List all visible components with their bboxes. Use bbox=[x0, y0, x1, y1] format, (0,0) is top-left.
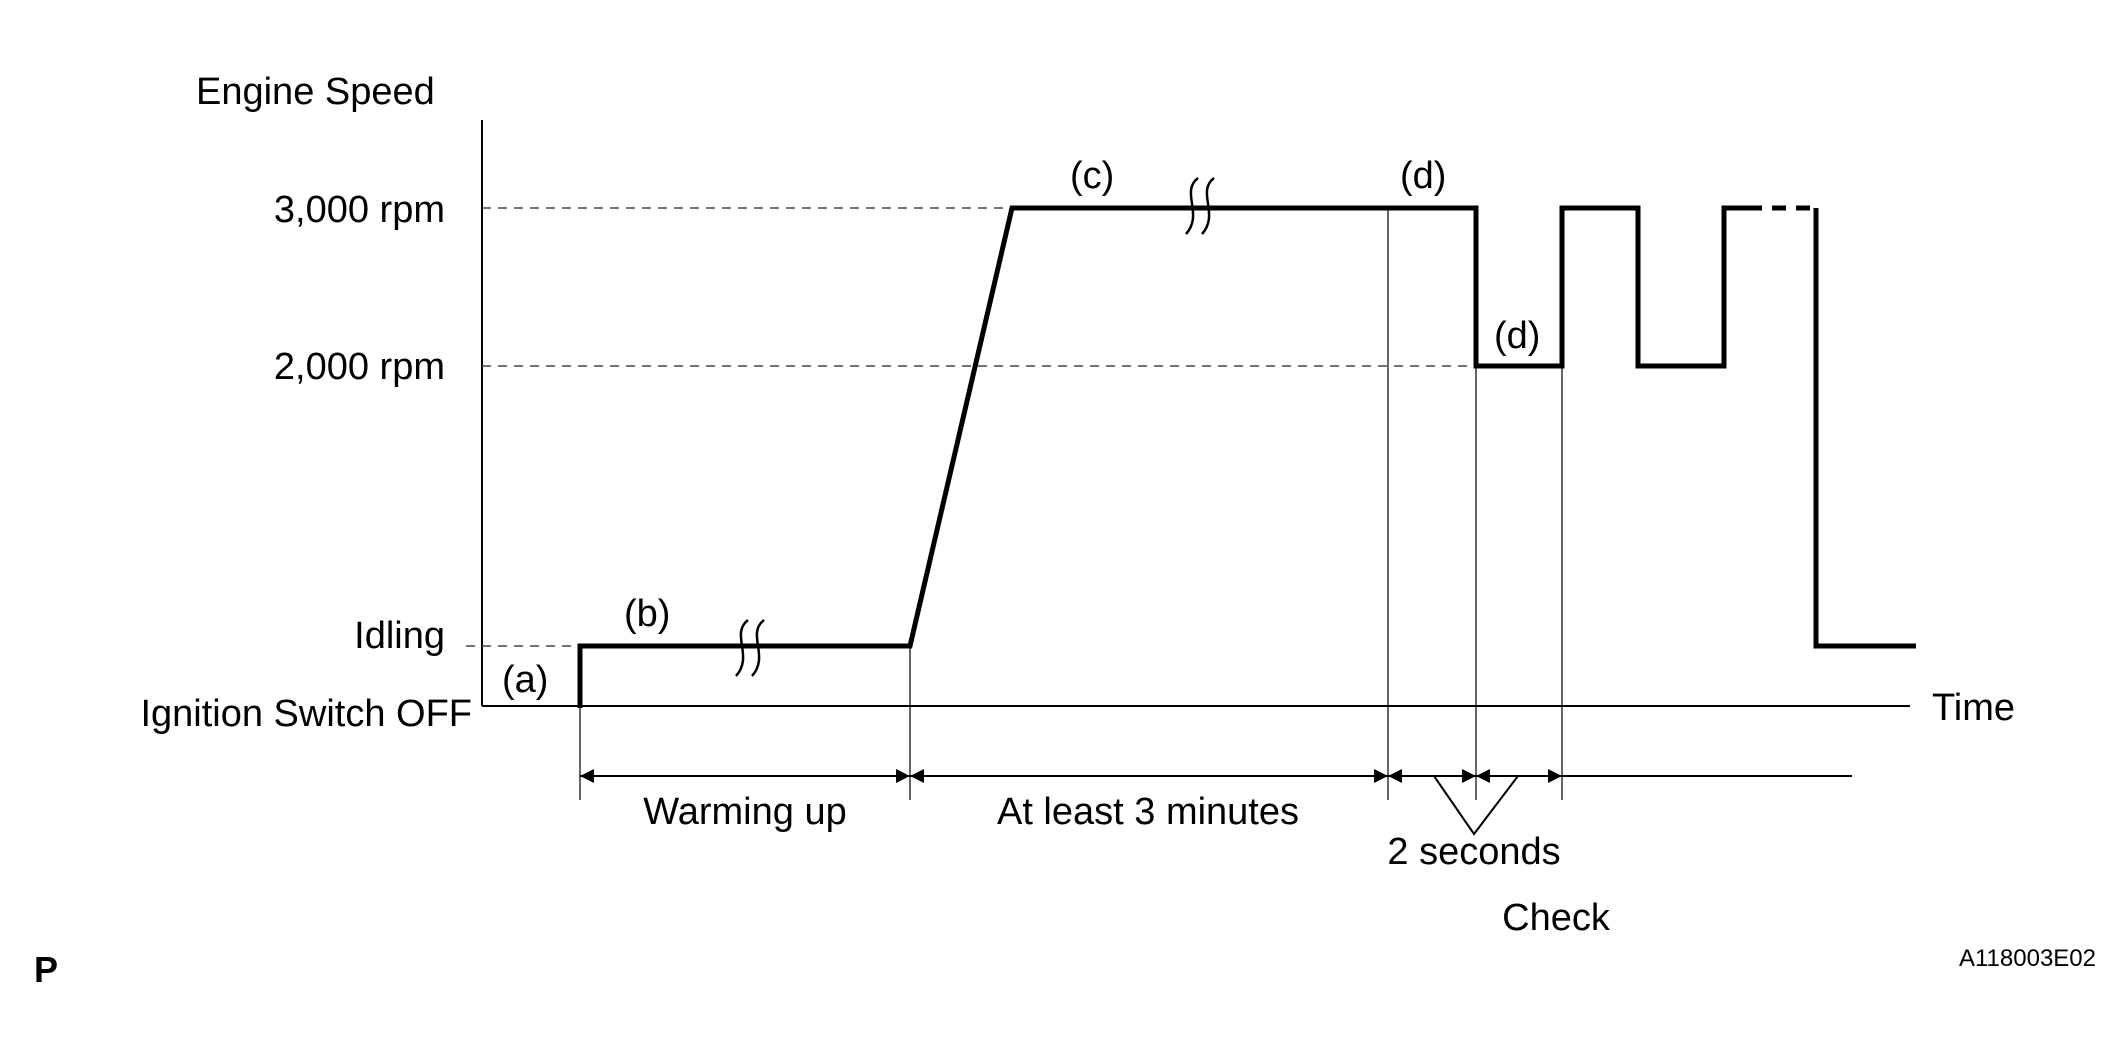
duration-warming-up: Warming up bbox=[643, 791, 846, 833]
step-label-d-high: (d) bbox=[1400, 155, 1446, 197]
speed-trace-end bbox=[1813, 208, 1916, 649]
break-mark-idle bbox=[735, 619, 765, 677]
page-mark: P bbox=[34, 949, 58, 990]
duration-check: Check bbox=[1502, 897, 1611, 939]
two-seconds-leader bbox=[1433, 775, 1519, 836]
duration-two-seconds: 2 seconds bbox=[1387, 831, 1560, 873]
step-label-b: (b) bbox=[624, 593, 670, 635]
step-label-a: (a) bbox=[502, 659, 548, 701]
x-axis-title: Time bbox=[1932, 687, 2015, 729]
y-axis-title: Engine Speed bbox=[196, 71, 435, 113]
break-mark-high bbox=[1185, 177, 1215, 235]
label-ignition-off: Ignition Switch OFF bbox=[140, 693, 472, 735]
step-label-d-low: (d) bbox=[1494, 315, 1540, 357]
label-3000-rpm: 3,000 rpm bbox=[274, 189, 445, 231]
label-idling: Idling bbox=[354, 615, 445, 657]
speed-trace-main bbox=[577, 205, 1748, 708]
label-2000-rpm: 2,000 rpm bbox=[274, 346, 445, 388]
figure-id: A118003E02 bbox=[1959, 945, 2096, 972]
step-label-c: (c) bbox=[1070, 155, 1114, 197]
duration-three-minutes: At least 3 minutes bbox=[997, 791, 1299, 833]
